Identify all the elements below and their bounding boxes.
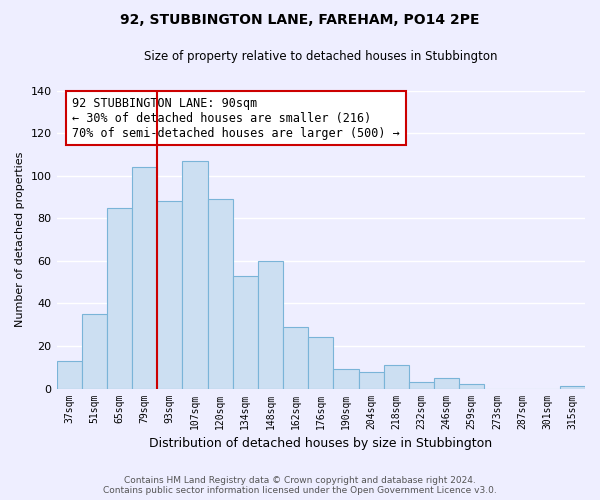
Bar	[157, 201, 182, 388]
Bar	[107, 208, 132, 388]
Bar	[132, 167, 157, 388]
X-axis label: Distribution of detached houses by size in Stubbington: Distribution of detached houses by size …	[149, 437, 493, 450]
Text: 92 STUBBINGTON LANE: 90sqm
← 30% of detached houses are smaller (216)
70% of sem: 92 STUBBINGTON LANE: 90sqm ← 30% of deta…	[73, 96, 400, 140]
Bar	[409, 382, 434, 388]
Bar	[82, 314, 107, 388]
Bar	[459, 384, 484, 388]
Bar	[182, 161, 208, 388]
Bar	[308, 338, 334, 388]
Text: 92, STUBBINGTON LANE, FAREHAM, PO14 2PE: 92, STUBBINGTON LANE, FAREHAM, PO14 2PE	[120, 12, 480, 26]
Bar	[359, 372, 383, 388]
Text: Contains HM Land Registry data © Crown copyright and database right 2024.
Contai: Contains HM Land Registry data © Crown c…	[103, 476, 497, 495]
Bar	[56, 361, 82, 388]
Bar	[208, 199, 233, 388]
Bar	[283, 327, 308, 388]
Y-axis label: Number of detached properties: Number of detached properties	[15, 152, 25, 327]
Bar	[434, 378, 459, 388]
Bar	[233, 276, 258, 388]
Title: Size of property relative to detached houses in Stubbington: Size of property relative to detached ho…	[144, 50, 497, 63]
Bar	[258, 261, 283, 388]
Bar	[560, 386, 585, 388]
Bar	[334, 370, 359, 388]
Bar	[383, 365, 409, 388]
